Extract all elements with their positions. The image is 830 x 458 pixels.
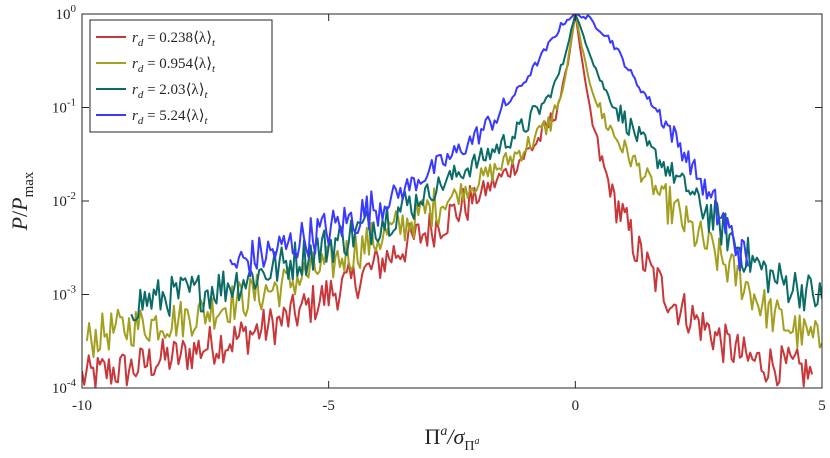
legend: rd = 0.238⟨λ⟩t rd = 0.954⟨λ⟩t rd = 2.03⟨λ⟩… — [89, 19, 273, 133]
x-tick-label: 0 — [572, 398, 580, 414]
legend-box — [89, 19, 273, 133]
y-tick-label: 10-1 — [52, 97, 76, 117]
y-tick-label: 100 — [56, 3, 77, 23]
y-tick-label: 10-4 — [52, 377, 77, 397]
y-tick-label: 10-3 — [52, 284, 77, 304]
series-layer — [82, 14, 822, 388]
legend-label-2: rd = 0.954⟨λ⟩t — [132, 56, 216, 75]
x-tick-label: -10 — [72, 398, 92, 414]
x-tick-label: -5 — [322, 398, 335, 414]
x-axis-label: Πa/σΠa — [425, 424, 480, 453]
series-line-2 — [85, 14, 822, 358]
legend-label-1: rd = 0.238⟨λ⟩t — [132, 30, 216, 49]
x-tick-label: 5 — [818, 398, 826, 414]
legend-label-4: rd = 5.24⟨λ⟩t — [132, 108, 209, 127]
y-tick-label: 10-2 — [52, 190, 76, 210]
series-line-4 — [229, 14, 749, 278]
ticks-layer: -10 -5 0 5 10-4 10-3 10-2 10-1 100 — [52, 3, 826, 414]
legend-label-3: rd = 2.03⟨λ⟩t — [132, 82, 209, 101]
series-line-1 — [82, 14, 814, 388]
y-axis-label: P/Pmax — [7, 171, 37, 231]
labels-layer: Πa/σΠa P/Pmax — [7, 171, 480, 454]
